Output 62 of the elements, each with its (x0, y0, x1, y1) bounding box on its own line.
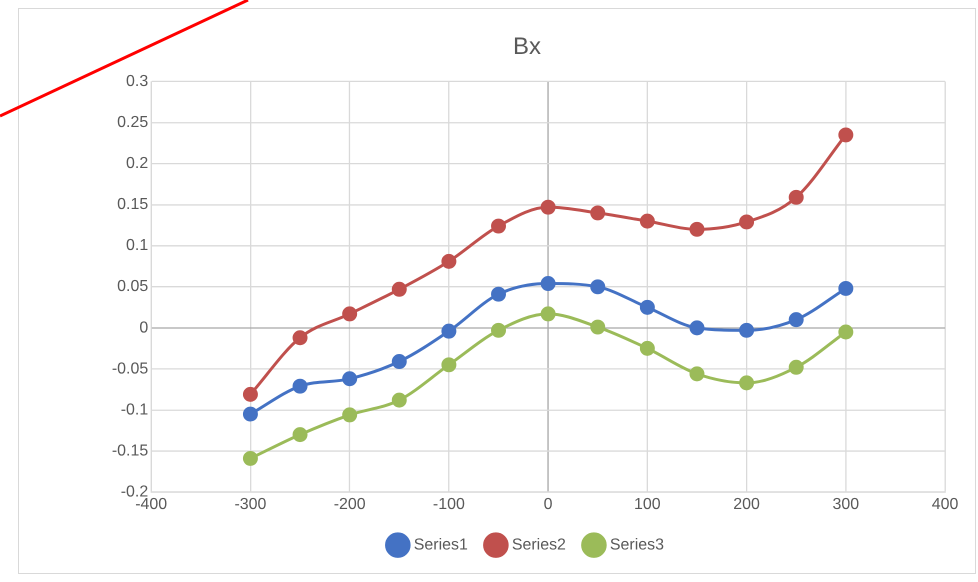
y-tick-label: 0.3 (126, 72, 148, 90)
point (292, 330, 308, 346)
y-tick-label: 0 (139, 319, 148, 336)
point (739, 214, 754, 230)
point (838, 324, 854, 340)
point (441, 324, 456, 339)
point (689, 320, 704, 336)
point (590, 320, 606, 335)
y-tick-label: 0.1 (126, 237, 148, 254)
x-tick-label: 100 (634, 496, 661, 514)
x-tick-label: 0 (544, 496, 553, 514)
point (540, 276, 556, 292)
point (838, 280, 854, 296)
y-tick-label: -0.05 (112, 360, 148, 378)
y-tick-label: 0.25 (117, 114, 148, 131)
x-tick-label: -200 (334, 496, 366, 514)
point (292, 378, 308, 394)
point (788, 312, 804, 328)
point (491, 322, 506, 338)
point (491, 286, 506, 302)
point (292, 427, 308, 442)
point (739, 375, 754, 390)
point (540, 200, 556, 215)
point (590, 279, 606, 294)
point (689, 366, 704, 382)
point (242, 450, 258, 466)
point (392, 392, 407, 408)
point (342, 371, 358, 386)
point (342, 306, 358, 322)
point (392, 282, 407, 297)
point (242, 406, 258, 422)
point (491, 218, 506, 234)
x-tick-label: -300 (234, 496, 267, 514)
legend-label: Series2 (512, 536, 566, 554)
x-tick-label: 300 (832, 496, 860, 514)
legend-label: Series3 (610, 536, 664, 554)
point (640, 214, 655, 229)
y-tick-label: -0.15 (112, 442, 148, 460)
point (640, 300, 655, 315)
point (342, 407, 358, 422)
y-tick-label: 0.15 (117, 196, 148, 214)
x-tick-label: 400 (932, 496, 959, 514)
x-tick-label: 200 (733, 496, 760, 514)
y-tick-label: -0.1 (120, 401, 148, 418)
point (788, 360, 804, 375)
point (242, 386, 258, 402)
x-tick-label: -400 (135, 496, 168, 514)
point (739, 322, 754, 338)
x-tick-label: -100 (432, 496, 465, 514)
point (441, 357, 456, 372)
point (838, 127, 854, 142)
y-tick-label: 0.2 (126, 155, 148, 172)
y-tick-label: 0.05 (117, 278, 148, 296)
point (441, 254, 456, 269)
point (640, 340, 655, 356)
chart-title: Bx (512, 32, 541, 60)
point (392, 354, 407, 370)
point (689, 222, 704, 237)
point (540, 306, 556, 322)
point (788, 190, 804, 205)
point (590, 205, 606, 220)
legend-label: Series1 (414, 536, 468, 554)
